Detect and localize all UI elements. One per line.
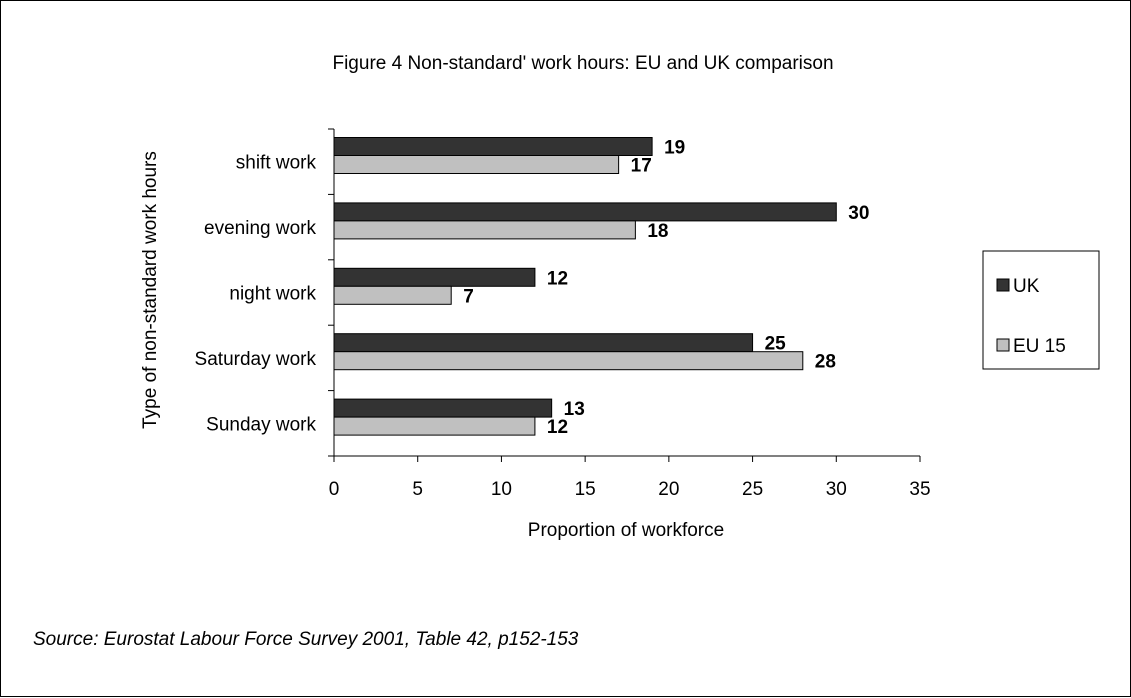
x-tick-label-10: 10: [491, 479, 512, 500]
data-label-uk-shift-work: 19: [664, 138, 685, 159]
bar-uk-saturday-work: [333, 333, 754, 353]
legend-label-uk: UK: [1013, 276, 1040, 297]
data-label-uk-night-work: 12: [547, 268, 568, 289]
category-label-evening-work: evening work: [204, 218, 316, 239]
category-label-night-work: night work: [229, 284, 316, 305]
bar-uk-night-work: [333, 267, 536, 287]
chart-title: Figure 4 Non-standard' work hours: EU an…: [332, 53, 833, 74]
source-note: Source: Eurostat Labour Force Survey 200…: [33, 629, 579, 650]
bar-eu-15-shift-work: [333, 155, 620, 174]
data-label-uk-evening-work: 30: [848, 203, 869, 224]
legend-swatch-uk: [996, 278, 1010, 292]
category-label-sunday-work: Sunday work: [206, 414, 316, 435]
category-label-shift-work: shift work: [236, 153, 317, 174]
bar-uk-evening-work: [333, 202, 837, 222]
data-label-eu-15-night-work: 7: [463, 286, 474, 307]
data-label-eu-15-shift-work: 17: [631, 156, 652, 177]
category-label-saturday-work: Saturday work: [195, 349, 317, 370]
legend-swatch-eu-15: [996, 338, 1010, 352]
x-axis-label: Proportion of workforce: [528, 520, 724, 541]
bar-eu-15-saturday-work: [333, 351, 804, 371]
data-label-uk-saturday-work: 25: [765, 334, 787, 355]
x-tick-label-35: 35: [909, 479, 930, 500]
legend-label-eu-15: EU 15: [1013, 336, 1066, 357]
bar-eu-15-night-work: [333, 285, 452, 305]
x-tick-label-20: 20: [658, 479, 679, 500]
x-tick-label-0: 0: [329, 479, 340, 500]
bar-eu-15-sunday-work: [333, 416, 536, 436]
y-axis-label: Type of non-standard work hours: [140, 151, 161, 429]
x-tick-label-5: 5: [412, 479, 423, 500]
bar-uk-shift-work: [333, 137, 653, 156]
x-tick-label-15: 15: [575, 479, 596, 500]
data-label-uk-sunday-work: 13: [564, 399, 585, 420]
axes-layer: shift work evening work night work Saturday…: [195, 128, 931, 500]
data-label-eu-15-evening-work: 18: [647, 221, 668, 242]
data-label-eu-15-sunday-work: 12: [547, 417, 568, 438]
bar-uk-sunday-work: [333, 398, 553, 418]
x-tick-label-25: 25: [742, 479, 763, 500]
legend: UK EU 15: [982, 250, 1100, 370]
bar-eu-15-evening-work: [333, 220, 636, 240]
x-tick-label-30: 30: [826, 479, 847, 500]
data-label-eu-15-saturday-work: 28: [815, 352, 836, 373]
